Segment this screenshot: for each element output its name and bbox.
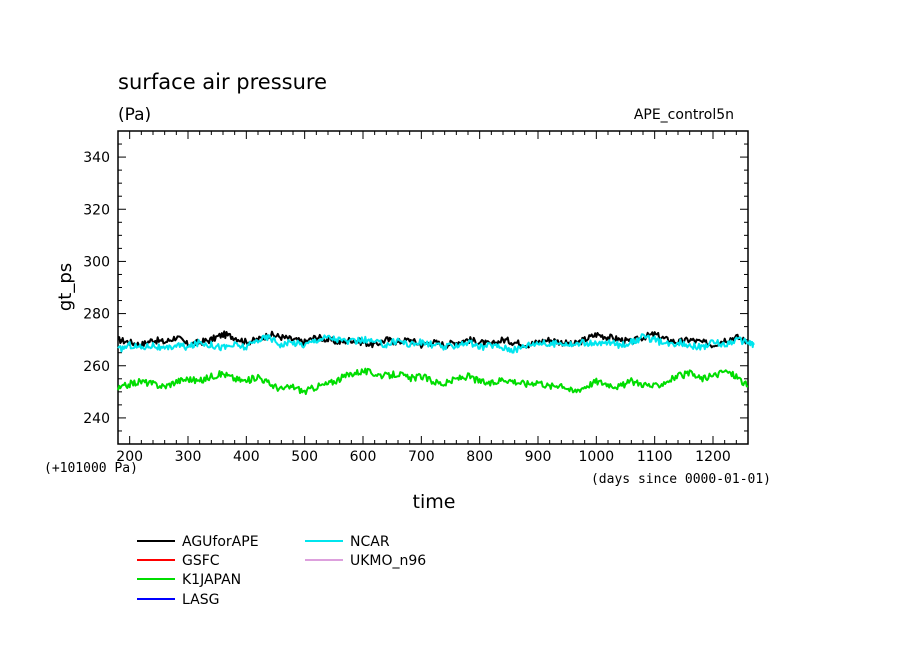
experiment-label: APE_control5n	[634, 107, 734, 123]
y-tick-label: 260	[83, 359, 110, 375]
y-offset-label: (+101000 Pa)	[44, 461, 138, 476]
x-tick-label: 600	[350, 449, 377, 465]
x-tick-label: 1200	[695, 449, 731, 465]
plot-frame	[117, 130, 749, 445]
series-line-k1japan	[117, 367, 749, 396]
x-tick-label: 900	[525, 449, 552, 465]
x-tick-label: 1000	[579, 449, 615, 465]
series-line-ncar	[117, 333, 755, 354]
y-tick-label: 340	[83, 150, 110, 166]
legend-label: UKMO_n96	[350, 553, 426, 569]
series-line-aguforape	[117, 330, 749, 350]
legend-label: LASG	[182, 592, 219, 608]
y-tick-label: 240	[83, 411, 110, 427]
x-tick-label: 1100	[637, 449, 673, 465]
legend-item: GSFC	[137, 553, 220, 569]
x-tick-label: 700	[408, 449, 435, 465]
y-tick-label: 300	[83, 254, 110, 270]
legend-label: K1JAPAN	[182, 572, 241, 588]
x-tick-label: 300	[175, 449, 202, 465]
x-tick-label: 800	[466, 449, 493, 465]
plot-area: 200 300 400 500 600 700 800 900 1000 1100 1200 240 2…	[83, 130, 755, 465]
x-tick-label: 200	[116, 449, 143, 465]
legend-item: UKMO_n96	[305, 553, 426, 569]
legend-label: NCAR	[350, 534, 390, 550]
legend: AGUforAPE GSFC K1JAPAN LASG NCAR UKMO_n96	[137, 534, 426, 608]
legend-label: GSFC	[182, 553, 220, 569]
x-unit-label: (days since 0000-01-01)	[591, 472, 771, 487]
y-tick-label: 280	[83, 307, 110, 323]
legend-label: AGUforAPE	[182, 534, 259, 550]
chart-title: surface air pressure	[118, 70, 327, 94]
legend-item: LASG	[137, 592, 219, 608]
x-axis-label: time	[413, 491, 456, 513]
y-axis-label: gt_ps	[55, 263, 76, 311]
x-tick-label: 400	[233, 449, 260, 465]
units-label: (Pa)	[118, 105, 151, 125]
legend-item: NCAR	[305, 534, 390, 550]
legend-item: AGUforAPE	[137, 534, 259, 550]
y-tick-label: 320	[83, 202, 110, 218]
x-tick-label: 500	[291, 449, 318, 465]
legend-item: K1JAPAN	[137, 572, 241, 588]
